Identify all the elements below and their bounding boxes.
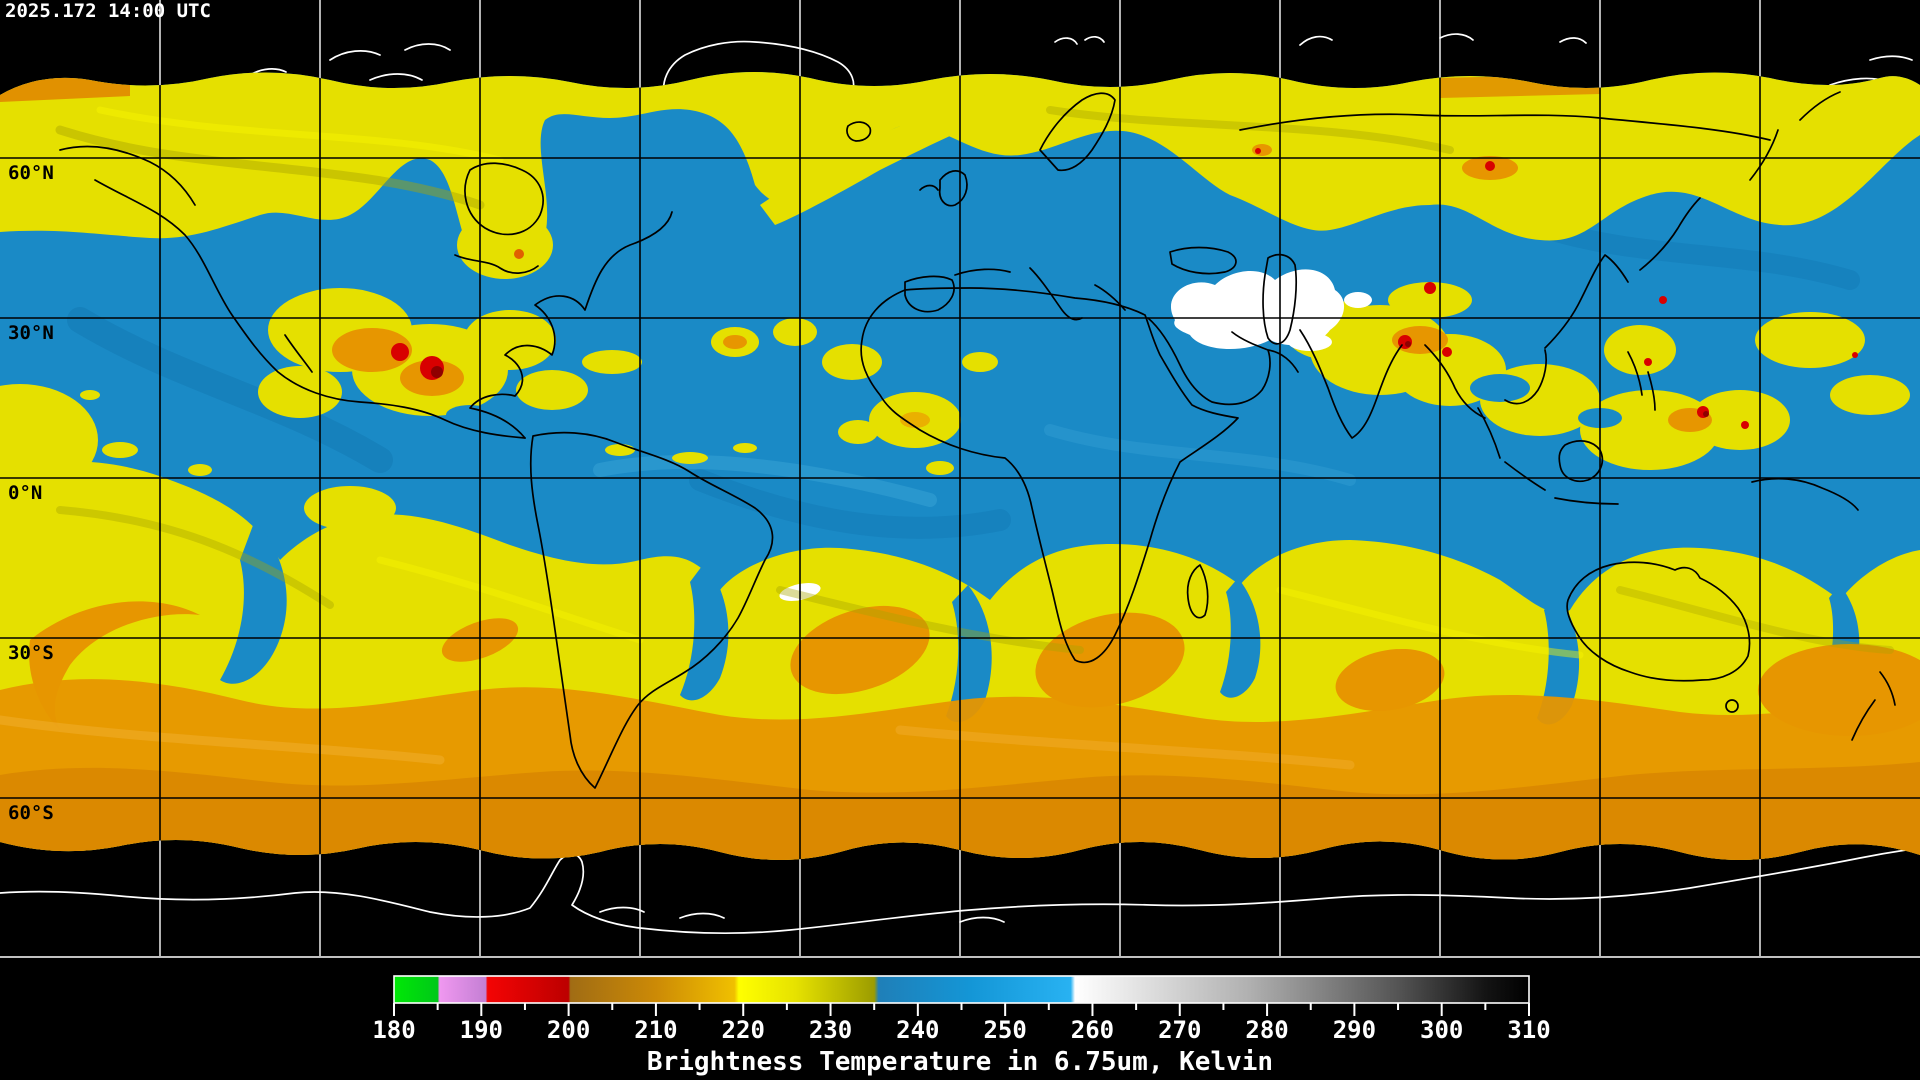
antarctic-islands (599, 906, 1005, 923)
orange-comma-swirls (29, 601, 1920, 736)
colorbar-tick-label: 270 (1158, 1016, 1201, 1044)
japan-coastline (1639, 197, 1701, 271)
philippines-coastline (1627, 351, 1656, 411)
colorbar-tick-label: 290 (1333, 1016, 1376, 1044)
data-layer (0, 71, 1920, 860)
latitude-label: 60°N (8, 162, 54, 184)
colorbar-caption: Brightness Temperature in 6.75um, Kelvin (647, 1047, 1273, 1077)
antarctica-coastline (0, 847, 1920, 935)
hudson-bay-coastline (464, 162, 544, 236)
colorbar-tick-label: 210 (634, 1016, 677, 1044)
tasmania-coastline (1725, 699, 1739, 713)
colorbar-tick-label: 230 (809, 1016, 852, 1044)
colorbar-tick-label: 310 (1507, 1016, 1550, 1044)
indonesia-coastline (1504, 461, 1619, 505)
colorbar: 180 190 200 210 220 230 240 250 260 270 280 290 300 3… (372, 975, 1551, 1077)
madagascar-coastline (1186, 564, 1209, 619)
kamchatka-coastline (1749, 91, 1841, 181)
siberian-islands-coastline (1299, 33, 1587, 46)
colorbar-tick-label: 200 (547, 1016, 590, 1044)
colorbar-tick-label: 280 (1245, 1016, 1288, 1044)
latitude-label: 30°S (8, 642, 54, 664)
dry-air-patches (779, 269, 1372, 601)
colorbar-tick-label: 260 (1071, 1016, 1114, 1044)
world-map: 60°N 30°N 0°N 30°S 60°S 2025.172 14:00 UTC (0, 0, 1920, 958)
new-zealand-coastline (1851, 671, 1896, 741)
north-america-east-coastline (469, 211, 673, 439)
colorbar-gradient-bar (393, 975, 1530, 1004)
tropical-blue-gaps (446, 368, 1715, 428)
svalbard-coastline (1054, 36, 1105, 45)
alaska-coastline (59, 145, 313, 373)
latitude-label: 0°N (8, 482, 42, 504)
iberia-coastline (904, 275, 955, 313)
new-guinea-coastline (1751, 477, 1859, 511)
black-sea-coastline (1169, 246, 1237, 275)
graticule-data (0, 71, 1920, 860)
north-america-coastline (94, 179, 526, 439)
colorbar-tick-label: 220 (722, 1016, 765, 1044)
colorbar-tick-label: 250 (983, 1016, 1026, 1044)
colorbar-tick-label: 180 (372, 1016, 415, 1044)
colorbar-tick-label: 300 (1420, 1016, 1463, 1044)
scandinavia-coastline (1039, 92, 1116, 172)
timestamp-label: 2025.172 14:00 UTC (5, 0, 211, 22)
south-america-coastline (529, 431, 774, 789)
yellow-texture (0, 106, 1894, 770)
latitude-label: 30°N (8, 322, 54, 344)
colorbar-tick-label: 240 (896, 1016, 939, 1044)
siberia-coastline (1239, 113, 1771, 141)
borneo-coastline (1558, 440, 1604, 483)
colorbar-tick-label: 190 (460, 1016, 503, 1044)
great-lakes-cloud-lobe (457, 211, 553, 279)
africa-coastline (860, 287, 1239, 664)
latitude-labels: 60°N 30°N 0°N 30°S 60°S (8, 162, 54, 824)
china-coastline (1544, 254, 1629, 349)
southeast-asia-coastline (1424, 344, 1548, 459)
british-isles-coastline (919, 170, 968, 207)
caspian-sea-coastline (1262, 253, 1298, 345)
arabia-coastline (1147, 317, 1299, 406)
europe-cloud-streak (760, 95, 1000, 225)
great-lakes-coastline (454, 254, 539, 274)
iceland-coastline (846, 121, 872, 142)
cold-cloud-cores (332, 144, 1858, 432)
colorbar-ticks: 180 190 200 210 220 230 240 250 260 270 280 290 300 3… (372, 1003, 1551, 1044)
latitude-label: 60°S (8, 802, 54, 824)
india-coastline (1299, 329, 1403, 439)
